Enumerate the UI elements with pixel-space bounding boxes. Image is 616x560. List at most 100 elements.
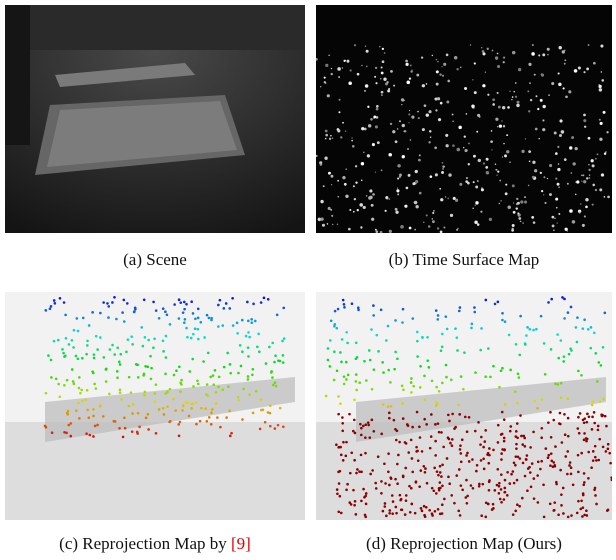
projected-point	[515, 447, 518, 450]
projected-point	[93, 357, 96, 360]
citation[interactable]: [9]	[231, 534, 251, 553]
event-speck	[355, 165, 357, 167]
projected-point	[582, 419, 585, 422]
event-speck	[497, 126, 498, 127]
projected-point	[270, 371, 273, 374]
event-speck	[487, 48, 489, 50]
event-speck	[365, 45, 366, 46]
projected-point	[64, 354, 67, 357]
projected-point	[564, 433, 567, 436]
event-speck	[552, 225, 555, 228]
projected-point	[508, 334, 511, 337]
event-speck	[395, 208, 398, 211]
projected-point	[410, 439, 413, 442]
projected-point	[480, 459, 483, 462]
projected-point	[560, 382, 563, 385]
projected-point	[208, 317, 211, 320]
projected-point	[560, 493, 563, 496]
projected-point	[528, 466, 531, 469]
event-speck	[495, 169, 497, 171]
projected-point	[439, 487, 442, 490]
projected-point	[433, 467, 436, 470]
projected-point	[498, 492, 501, 495]
event-speck	[540, 99, 543, 102]
projected-point	[183, 308, 186, 311]
projected-point	[77, 358, 80, 361]
projected-point	[143, 373, 146, 376]
projected-point	[118, 427, 121, 430]
event-speck	[464, 87, 467, 90]
projected-point	[162, 407, 165, 410]
projected-point	[451, 444, 454, 447]
projected-point	[543, 342, 546, 345]
event-speck	[472, 207, 474, 209]
event-speck	[558, 187, 559, 188]
projected-point	[503, 498, 506, 501]
panel-label: (c)	[59, 534, 78, 553]
projected-point	[162, 307, 165, 310]
event-speck	[348, 81, 352, 85]
projected-point	[91, 370, 94, 373]
event-speck	[544, 202, 546, 204]
projected-point	[419, 436, 422, 439]
projected-point	[206, 383, 209, 386]
projected-point	[121, 311, 124, 314]
projected-point	[450, 494, 453, 497]
event-speck	[435, 173, 438, 176]
projected-point	[572, 483, 575, 486]
projected-point	[515, 443, 518, 446]
event-speck	[468, 142, 470, 144]
event-speck	[345, 195, 348, 198]
event-speck	[435, 109, 437, 111]
event-speck	[604, 196, 606, 198]
projected-point	[355, 389, 358, 392]
projected-point	[136, 431, 139, 434]
event-speck	[603, 111, 606, 114]
projected-point	[567, 417, 570, 420]
event-speck	[574, 69, 578, 73]
projected-point	[447, 436, 450, 439]
event-speck	[512, 184, 515, 187]
projected-point	[166, 313, 169, 316]
event-speck	[446, 101, 449, 104]
projected-point	[333, 379, 336, 382]
projected-point	[524, 342, 527, 345]
event-speck	[589, 175, 590, 176]
event-speck	[555, 152, 558, 155]
projected-point	[200, 407, 203, 410]
projected-point	[526, 326, 529, 329]
event-speck	[503, 125, 505, 127]
projected-point	[108, 393, 111, 396]
projected-point	[437, 314, 440, 317]
event-speck	[385, 196, 388, 199]
projected-point	[194, 317, 197, 320]
event-speck	[390, 123, 392, 125]
projected-point	[358, 470, 361, 473]
event-speck	[428, 141, 430, 143]
projected-point	[419, 386, 422, 389]
event-speck	[392, 130, 395, 133]
event-speck	[367, 106, 369, 108]
projected-point	[72, 380, 75, 383]
event-speck	[408, 122, 409, 123]
projected-point	[446, 457, 449, 460]
event-speck	[584, 126, 586, 128]
projected-point	[276, 314, 279, 317]
projected-point	[405, 499, 408, 502]
projected-point	[147, 413, 150, 416]
projected-point	[389, 381, 392, 384]
projected-point	[391, 512, 394, 515]
event-speck	[532, 44, 534, 46]
projected-point	[152, 301, 155, 304]
projected-point	[487, 462, 490, 465]
event-speck	[555, 198, 558, 201]
projected-point	[440, 431, 443, 434]
event-speck	[540, 172, 542, 174]
projected-point	[500, 452, 503, 455]
projected-point	[576, 316, 579, 319]
event-speck	[549, 164, 552, 167]
projected-point	[78, 387, 81, 390]
projected-point	[75, 355, 78, 358]
event-speck	[381, 72, 384, 75]
projected-point	[341, 422, 344, 425]
